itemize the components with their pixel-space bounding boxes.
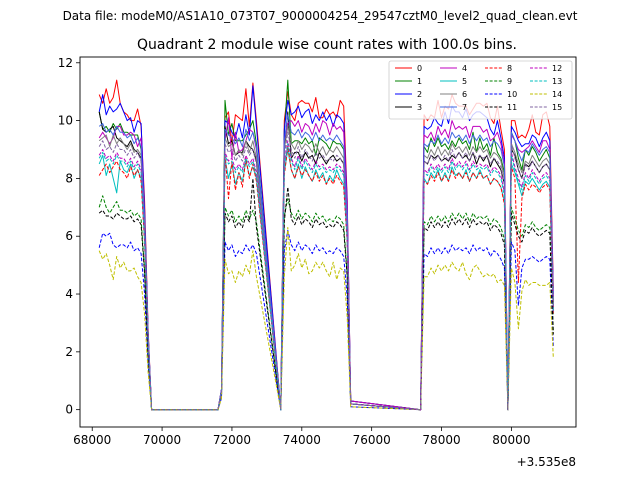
x-tick-label: 76000 [353,433,391,447]
series-line-12 [98,140,554,411]
y-axis: 0 2 4 6 8 10 12 [58,56,80,417]
legend-label-8: 8 [507,64,512,73]
legend-frame [388,60,573,120]
y-tick-label: 6 [65,229,73,243]
legend-label-3: 3 [417,103,422,112]
chart-title: Quadrant 2 module wise count rates with … [137,37,517,53]
y-tick-label: 4 [65,287,73,301]
legend-label-13: 13 [552,77,562,86]
legend-label-7: 7 [462,103,467,112]
y-tick-label: 0 [65,403,73,417]
y-tick-label: 2 [65,345,73,359]
legend-label-6: 6 [462,90,467,99]
legend-label-0: 0 [417,64,422,73]
legend-label-14: 14 [552,90,562,99]
figure-suptitle: Data file: modeM0/AS1A10_073T07_90000042… [63,9,578,23]
series-line-14 [98,227,554,411]
x-tick-label: 78000 [422,433,460,447]
legend-label-10: 10 [507,90,517,99]
x-axis: 68000 70000 72000 74000 76000 78000 80000 [73,427,530,447]
x-tick-label: 74000 [283,433,321,447]
y-tick-label: 8 [65,171,73,185]
series-line-15 [98,131,554,411]
legend-label-5: 5 [462,77,467,86]
legend-label-11: 11 [507,103,517,112]
plot-area-frame [79,56,577,428]
x-tick-label: 68000 [73,433,111,447]
legend-label-9: 9 [507,77,512,86]
legend-label-4: 4 [462,64,467,73]
legend-label-12: 12 [552,64,562,73]
x-axis-offset-label: +3.535e8 [517,455,576,469]
legend-label-15: 15 [552,103,562,112]
x-tick-label: 80000 [492,433,530,447]
x-tick-label: 72000 [213,433,251,447]
y-tick-label: 10 [58,114,73,128]
plot-series-layer [98,79,554,411]
legend-label-2: 2 [417,90,422,99]
x-tick-label: 70000 [143,433,181,447]
y-tick-label: 12 [58,56,73,70]
legend-label-1: 1 [417,77,422,86]
